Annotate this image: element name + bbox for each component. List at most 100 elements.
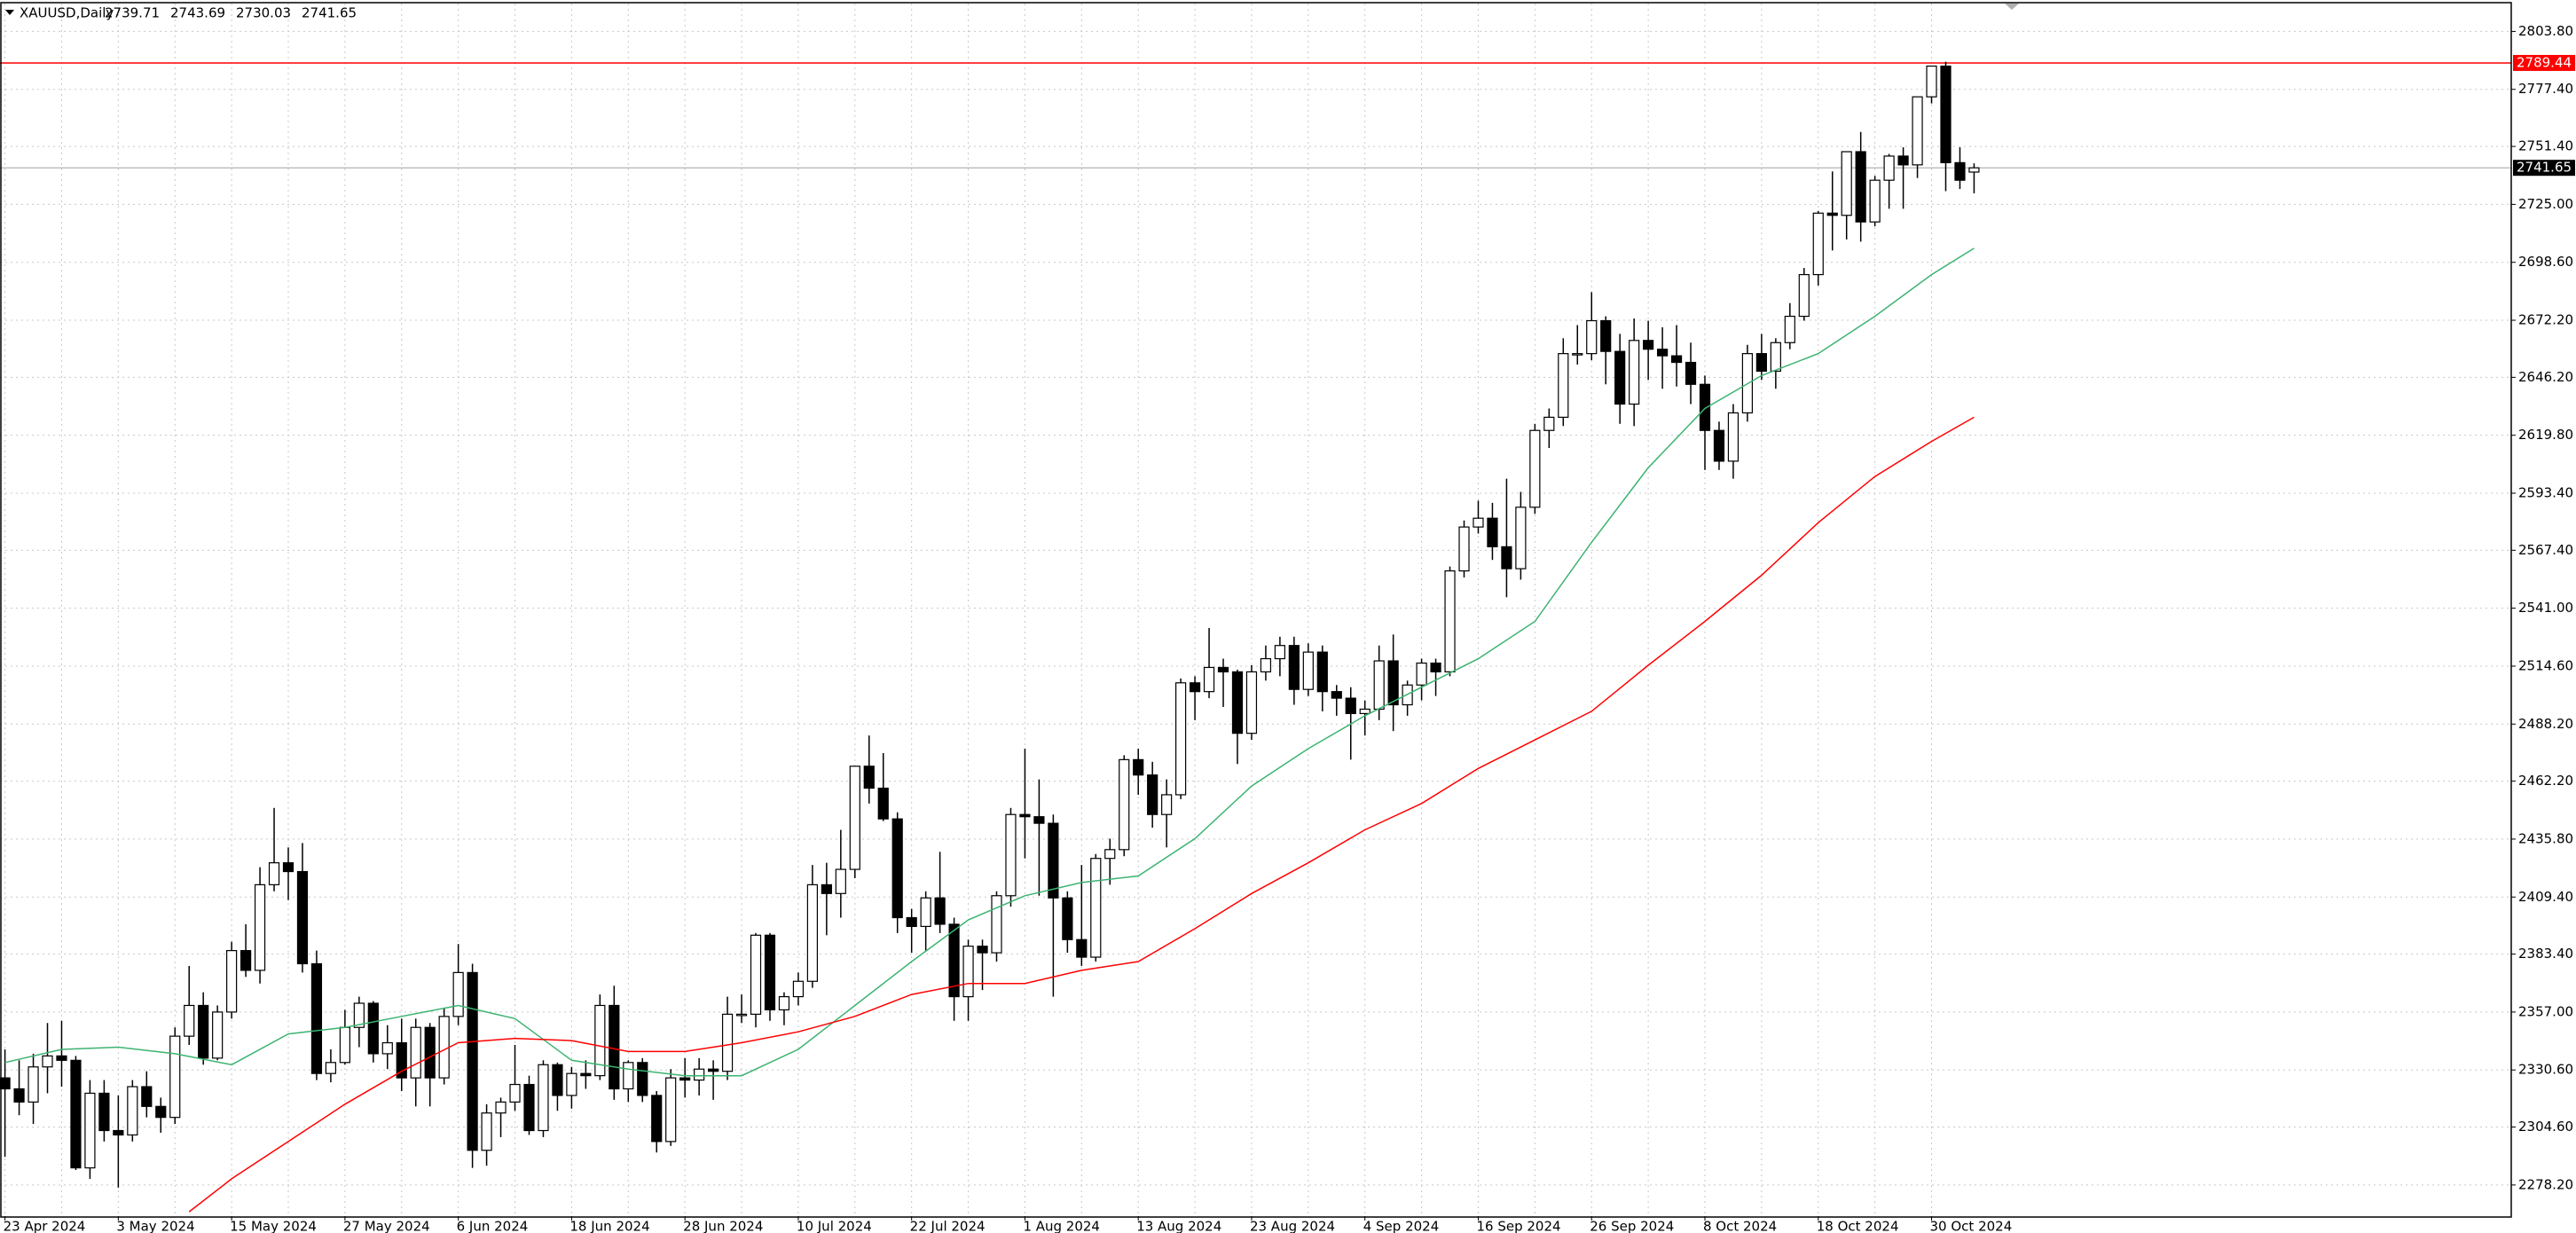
x-tick-label: 15 May 2024 xyxy=(230,1219,317,1233)
candle-body-up xyxy=(226,950,238,1013)
x-tick-label: 18 Oct 2024 xyxy=(1817,1219,1899,1233)
candle-body-down xyxy=(1033,816,1045,824)
candle-body-down xyxy=(98,1092,110,1132)
candle-body-up xyxy=(1245,671,1258,734)
candle-body-up xyxy=(254,884,266,971)
level-label: 2789.44 xyxy=(2517,54,2572,70)
shift-marker xyxy=(2005,4,2019,10)
x-tick-label: 6 Jun 2024 xyxy=(457,1219,529,1233)
candle-body-up xyxy=(1161,794,1173,815)
candle-body-down xyxy=(1600,319,1612,352)
candle-body-down xyxy=(367,1002,379,1055)
candle-body-up xyxy=(1841,151,1852,216)
candle-body-up xyxy=(962,946,974,998)
x-tick-label: 26 Sep 2024 xyxy=(1590,1219,1674,1233)
candle-body-down xyxy=(56,1055,67,1061)
candle-body-up xyxy=(1274,645,1286,660)
candle-body-down xyxy=(948,923,960,998)
x-tick-label: 10 Jul 2024 xyxy=(797,1219,872,1233)
y-tick-label: 2541.00 xyxy=(2518,600,2573,616)
y-tick-label: 2278.20 xyxy=(2518,1176,2573,1192)
y-tick-label: 2751.40 xyxy=(2518,138,2573,154)
y-tick-label: 2435.80 xyxy=(2518,830,2573,846)
candle-body-down xyxy=(141,1086,153,1107)
x-tick-label: 1 Aug 2024 xyxy=(1023,1219,1100,1233)
candle-body-down xyxy=(1133,758,1144,776)
candle-body-down xyxy=(977,946,988,954)
candle-body-down xyxy=(1897,155,1909,166)
x-tick-label: 4 Sep 2024 xyxy=(1363,1219,1440,1233)
plot xyxy=(0,61,2511,1213)
x-tick-label: 28 Jun 2024 xyxy=(683,1219,763,1233)
y-tick-label: 2357.00 xyxy=(2518,1003,2573,1019)
moving-average xyxy=(188,416,1975,1213)
candle-body-up xyxy=(1444,569,1456,672)
candle-body-down xyxy=(877,787,889,820)
ohlc-high: 2743.69 xyxy=(170,5,225,21)
candle-body-down xyxy=(764,934,776,1011)
candle-body-up xyxy=(538,1064,549,1132)
candle-body-down xyxy=(1387,660,1399,706)
x-tick-label: 30 Oct 2024 xyxy=(1930,1219,2013,1233)
x-tick-label: 16 Sep 2024 xyxy=(1476,1219,1560,1233)
candle-body-down xyxy=(1954,161,1966,181)
candle-body-down xyxy=(863,766,875,789)
y-tick-label: 2304.60 xyxy=(2518,1119,2573,1135)
candle-body-down xyxy=(282,862,295,873)
y-tick-label: 2646.20 xyxy=(2518,369,2573,385)
x-tick-label: 18 Jun 2024 xyxy=(569,1219,649,1233)
x-tick-label: 3 May 2024 xyxy=(116,1219,194,1233)
menu-triangle[interactable] xyxy=(5,10,14,15)
candle-body-up xyxy=(509,1083,521,1103)
candle-body-down xyxy=(1217,666,1229,672)
candle-body-up xyxy=(1104,849,1116,860)
candle-body-down xyxy=(1430,662,1441,672)
candle-body-up xyxy=(1968,167,1980,173)
candle-body-down xyxy=(396,1041,407,1079)
candle-body-down xyxy=(906,916,917,928)
candle-body-up xyxy=(381,1041,393,1055)
candle-body-down xyxy=(1855,151,1866,223)
candle-body-down xyxy=(467,971,478,1151)
candle-body-up xyxy=(623,1062,634,1090)
candle-body-up xyxy=(735,1013,748,1017)
candle-body-down xyxy=(1231,671,1244,734)
candle-body-down xyxy=(1048,822,1059,899)
x-tick-label: 23 Aug 2024 xyxy=(1250,1219,1335,1233)
candle-body-up xyxy=(1302,651,1314,690)
level-label-box xyxy=(2513,54,2575,71)
ohlc-low: 2730.03 xyxy=(236,5,291,21)
candle-body-up xyxy=(1629,340,1640,405)
candle-body-up xyxy=(1798,273,1810,318)
candle-body-up xyxy=(1784,315,1795,343)
grid xyxy=(0,4,2511,1216)
y-tick-label: 2777.40 xyxy=(2518,81,2573,97)
candle-body-up xyxy=(184,1004,195,1037)
candle-body-up xyxy=(127,1086,138,1136)
candle-body-up xyxy=(1572,353,1583,356)
candle-body-down xyxy=(552,1064,563,1096)
candle-body-up xyxy=(1119,758,1130,851)
candle-body-down xyxy=(1062,897,1073,940)
level-label: 2741.65 xyxy=(2517,160,2572,176)
candle-body-up xyxy=(665,1077,677,1143)
candle-body-down xyxy=(1614,350,1626,405)
candle-body-up xyxy=(991,895,1002,954)
candle-body-down xyxy=(1826,212,1838,216)
candle-body-down xyxy=(1643,340,1654,350)
candle-body-up xyxy=(42,1055,53,1068)
ohlc-close: 2741.65 xyxy=(302,5,357,21)
candle-body-down xyxy=(155,1105,167,1119)
candle-body-up xyxy=(1727,412,1740,462)
candle-body-down xyxy=(0,1077,11,1090)
candle-body-down xyxy=(113,1129,124,1136)
candle-body-up xyxy=(1883,155,1895,181)
candle-body-up xyxy=(778,995,790,1011)
y-tick-label: 2725.00 xyxy=(2518,196,2573,212)
candle-body-down xyxy=(1487,517,1498,547)
candle-body-down xyxy=(1670,355,1683,364)
candle-body-up xyxy=(1260,657,1272,672)
candle-body-down xyxy=(1019,813,1031,818)
candle-body-up xyxy=(410,1026,421,1079)
